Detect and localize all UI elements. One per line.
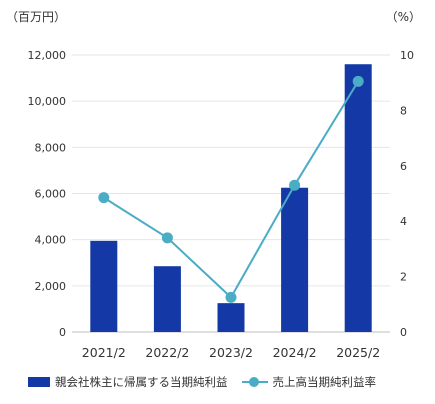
x-tick-label: 2025/2 — [336, 345, 380, 360]
x-tick-label: 2024/2 — [273, 345, 317, 360]
y-left-tick-label: 4,000 — [35, 234, 67, 247]
line-point — [98, 192, 110, 204]
x-tick-label: 2022/2 — [145, 345, 189, 360]
legend-swatch-marker — [248, 377, 259, 387]
right-axis-unit: （%） — [385, 10, 421, 24]
bar — [344, 64, 372, 332]
x-tick-label: 2021/2 — [82, 345, 126, 360]
bar — [153, 266, 181, 332]
left-axis-unit: （百万円） — [6, 10, 67, 24]
legend-label-net-margin: 売上高当期純利益率 — [272, 375, 377, 389]
series-line — [103, 80, 360, 299]
y-left-tick-label: 6,000 — [35, 188, 67, 201]
legend-item-net-margin: 売上高当期純利益率 — [241, 374, 377, 390]
y-left-tick-label: 0 — [59, 326, 66, 339]
y-left-tick-label: 12,000 — [28, 49, 67, 62]
y-right-tick-label: 2 — [400, 271, 407, 284]
legend-item-net-income: 親会社株主に帰属する当期純利益 — [28, 374, 228, 390]
line-point — [352, 75, 364, 87]
y-right-tick-label: 4 — [400, 215, 407, 228]
y-left-tick-label: 2,000 — [35, 280, 67, 293]
chart-legend: 親会社株主に帰属する当期純利益 売上高当期純利益率 — [28, 372, 425, 392]
line-point — [225, 291, 237, 303]
legend-swatch-bar — [28, 377, 50, 387]
y-left-tick-label: 8,000 — [35, 141, 67, 154]
x-tick-label: 2023/2 — [209, 345, 253, 360]
y-right-tick-label: 8 — [400, 104, 407, 117]
y-right-tick-label: 10 — [400, 49, 414, 62]
legend-swatch-line — [241, 377, 268, 387]
y-right-tick-label: 0 — [400, 326, 407, 339]
line-point — [289, 179, 301, 191]
line-point — [161, 232, 173, 244]
y-left-tick-label: 10,000 — [28, 95, 67, 108]
bar — [217, 303, 245, 332]
bar — [90, 240, 118, 332]
y-right-tick-label: 6 — [400, 160, 407, 173]
bar — [281, 187, 309, 332]
legend-label-net-income: 親会社株主に帰属する当期純利益 — [55, 375, 228, 389]
